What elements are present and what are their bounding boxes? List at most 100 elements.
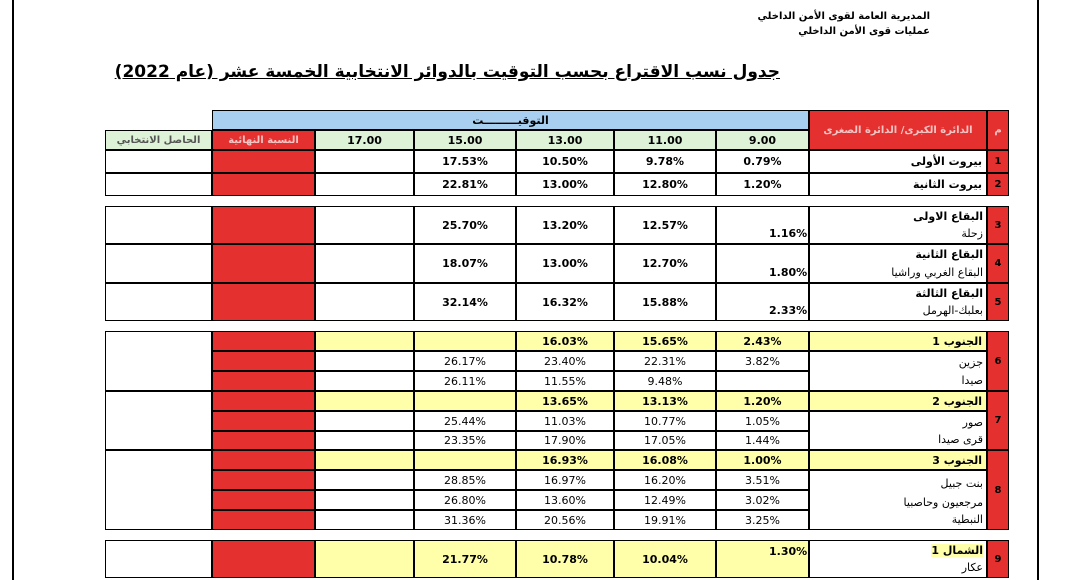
row-8-sub-3-t9: 3.25% bbox=[716, 510, 809, 530]
col-header-9: 9.00 bbox=[716, 130, 809, 150]
row-2-district: بيروت الثانية bbox=[809, 173, 987, 196]
row-8-sub-2-name: مرجعيون وحاصبيا bbox=[903, 496, 983, 509]
row-2-t9: 1.20% bbox=[716, 173, 809, 196]
row-6-number: 6 bbox=[987, 331, 1009, 391]
row-6-t13: 16.03% bbox=[516, 331, 614, 351]
row-6-quotient bbox=[105, 331, 212, 391]
row-8-sub-2-final bbox=[212, 490, 315, 510]
page-border-right bbox=[1037, 0, 1039, 580]
row-8-t11: 16.08% bbox=[614, 450, 716, 470]
row-4-quotient bbox=[105, 244, 212, 283]
row-7-sub-1-t9: 1.05% bbox=[716, 411, 809, 431]
row-5-t13: 16.32% bbox=[516, 283, 614, 321]
row-1-quotient bbox=[105, 150, 212, 173]
row-9-t13: 10.78% bbox=[516, 540, 614, 578]
row-1-t11: 9.78% bbox=[614, 150, 716, 173]
row-6-sub-1-final bbox=[212, 351, 315, 371]
row-7-sub-2-t9: 1.44% bbox=[716, 431, 809, 450]
row-9-district: الشمال 1 عكار bbox=[809, 540, 987, 578]
row-6-sub-1-t11: 22.31% bbox=[614, 351, 716, 371]
timing-header: التوقيـــــــــت bbox=[212, 110, 809, 130]
row-5-district-name: البقاع الثالثة bbox=[915, 287, 983, 300]
row-7-subdistricts: صور قرى صيدا bbox=[809, 411, 987, 450]
row-7-t11: 13.13% bbox=[614, 391, 716, 411]
row-2-t15: 22.81% bbox=[414, 173, 516, 196]
row-5-district: البقاع الثالثة بعلبك-الهرمل bbox=[809, 283, 987, 321]
row-3-district: البقاع الاولى زحلة bbox=[809, 206, 987, 244]
col-header-13: 13.00 bbox=[516, 130, 614, 150]
row-4-district: البقاع الثانية البقاع الغربي وراشيا bbox=[809, 244, 987, 283]
row-7-t15 bbox=[414, 391, 516, 411]
row-6-sub-1-t15: 26.17% bbox=[414, 351, 516, 371]
row-6-t17 bbox=[315, 331, 414, 351]
row-8-quotient bbox=[105, 450, 212, 530]
row-2-number: 2 bbox=[987, 173, 1009, 196]
row-5-quotient bbox=[105, 283, 212, 321]
row-7-t13: 13.65% bbox=[516, 391, 614, 411]
row-3-t13: 13.20% bbox=[516, 206, 614, 244]
row-8-sub-3-t13: 20.56% bbox=[516, 510, 614, 530]
timing-header-label: التوقيـــــــــت bbox=[472, 113, 549, 127]
col-header-17: 17.00 bbox=[315, 130, 414, 150]
row-7-sub-2-final bbox=[212, 431, 315, 450]
row-1-t13: 10.50% bbox=[516, 150, 614, 173]
org-name: المديرية العامة لقوى الأمن الداخلي bbox=[757, 11, 930, 22]
row-6-sub-1-name: جزين bbox=[958, 356, 983, 369]
col-header-final-label: النسبة النهائية bbox=[228, 134, 299, 146]
row-6-sub-2-t9 bbox=[716, 371, 809, 391]
row-4-final bbox=[212, 244, 315, 283]
row-4-t15: 18.07% bbox=[414, 244, 516, 283]
row-5-t9: 2.33% bbox=[716, 283, 809, 321]
row-9-quotient bbox=[105, 540, 212, 578]
row-7-district: الجنوب 2 bbox=[809, 391, 987, 411]
row-9-number: 9 bbox=[987, 540, 1009, 578]
row-8-sub-2-t11: 12.49% bbox=[614, 490, 716, 510]
row-8-sub-2-t17 bbox=[315, 490, 414, 510]
row-4-t11: 12.70% bbox=[614, 244, 716, 283]
row-8-sub-1-t9: 3.51% bbox=[716, 470, 809, 490]
row-2-quotient bbox=[105, 173, 212, 196]
row-9-t9: 1.30% bbox=[716, 540, 809, 578]
row-8-sub-2-t13: 13.60% bbox=[516, 490, 614, 510]
row-9-district-name: الشمال 1 bbox=[931, 544, 983, 557]
row-6-sub-2-t13: 11.55% bbox=[516, 371, 614, 391]
row-5-t11: 15.88% bbox=[614, 283, 716, 321]
row-1-final bbox=[212, 150, 315, 173]
row-7-sub-1-t15: 25.44% bbox=[414, 411, 516, 431]
row-9-t17 bbox=[315, 540, 414, 578]
row-1-t15: 17.53% bbox=[414, 150, 516, 173]
row-6-district: الجنوب 1 bbox=[809, 331, 987, 351]
row-9-subdistrict-name: عكار bbox=[961, 561, 983, 574]
row-8-t9: 1.00% bbox=[716, 450, 809, 470]
row-7-sub-2-t15: 23.35% bbox=[414, 431, 516, 450]
row-1-district: بيروت الأولى bbox=[809, 150, 987, 173]
row-8-sub-1-t13: 16.97% bbox=[516, 470, 614, 490]
row-7-final bbox=[212, 391, 315, 411]
row-4-t17 bbox=[315, 244, 414, 283]
row-7-number: 7 bbox=[987, 391, 1009, 450]
row-8-sub-2-t15: 26.80% bbox=[414, 490, 516, 510]
row-4-subdistrict-name: البقاع الغربي وراشيا bbox=[891, 266, 983, 279]
row-7-sub-2-t13: 17.90% bbox=[516, 431, 614, 450]
row-6-sub-1-t17 bbox=[315, 351, 414, 371]
row-8-sub-1-name: بنت جبيل bbox=[940, 477, 983, 490]
row-8-district: الجنوب 3 bbox=[809, 450, 987, 470]
col-header-11: 11.00 bbox=[614, 130, 716, 150]
row-3-t15: 25.70% bbox=[414, 206, 516, 244]
row-7-t9: 1.20% bbox=[716, 391, 809, 411]
row-1-number: 1 bbox=[987, 150, 1009, 173]
row-8-sub-3-t15: 31.36% bbox=[414, 510, 516, 530]
row-6-final bbox=[212, 331, 315, 351]
row-8-sub-3-final bbox=[212, 510, 315, 530]
row-1-t17 bbox=[315, 150, 414, 173]
row-8-sub-1-t11: 16.20% bbox=[614, 470, 716, 490]
row-7-t17 bbox=[315, 391, 414, 411]
org-department: عمليات قوى الأمن الداخلي bbox=[798, 26, 930, 37]
row-8-t17 bbox=[315, 450, 414, 470]
row-7-sub-1-t13: 11.03% bbox=[516, 411, 614, 431]
row-6-t9: 2.43% bbox=[716, 331, 809, 351]
row-6-sub-2-t15: 26.11% bbox=[414, 371, 516, 391]
row-6-subdistricts: جزين صيدا bbox=[809, 351, 987, 391]
row-5-final bbox=[212, 283, 315, 321]
row-7-sub-2-name: قرى صيدا bbox=[938, 433, 983, 446]
